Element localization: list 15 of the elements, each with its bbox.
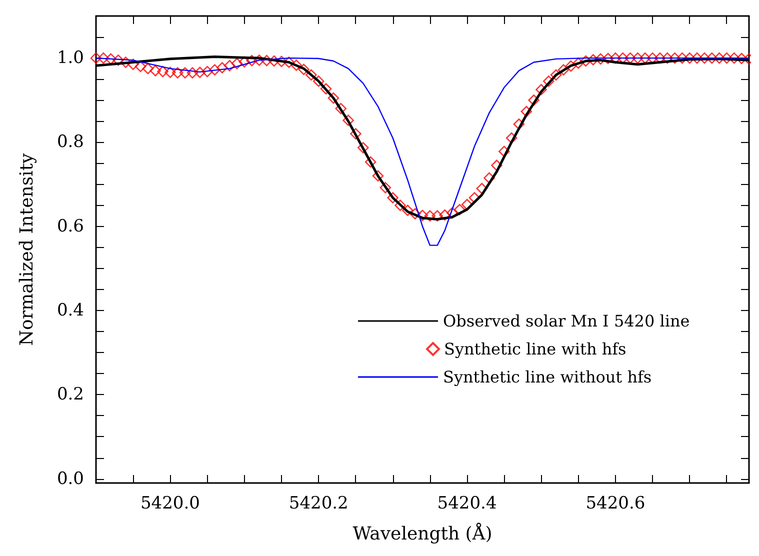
x-tick-label: 5420.0 bbox=[140, 494, 200, 514]
x-tick-label: 5420.4 bbox=[437, 494, 497, 514]
x-tick-label: 5420.6 bbox=[586, 494, 646, 514]
y-tick-label: 0.8 bbox=[56, 132, 84, 152]
y-tick-label: 0.0 bbox=[56, 468, 84, 489]
x-tick-label: 5420.2 bbox=[288, 494, 348, 514]
x-axis-title: Wavelength (Å) bbox=[352, 522, 492, 544]
y-tick-label: 0.6 bbox=[56, 216, 84, 236]
legend-label: Observed solar Mn I 5420 line bbox=[443, 312, 690, 330]
y-tick-label: 0.4 bbox=[56, 300, 84, 321]
legend-label: Synthetic line without hfs bbox=[443, 368, 652, 386]
y-tick-label: 0.2 bbox=[56, 384, 84, 405]
legend-label: Synthetic line with hfs bbox=[444, 340, 626, 358]
y-axis-title: Normalized Intensity bbox=[16, 152, 38, 346]
y-tick-label: 1.0 bbox=[56, 48, 84, 68]
